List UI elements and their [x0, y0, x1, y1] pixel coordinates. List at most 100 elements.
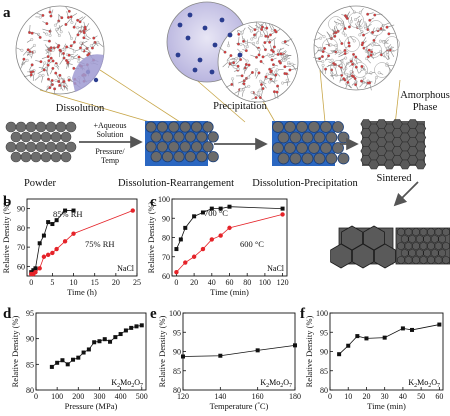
y-axis-label: Relative Density (%)	[1, 201, 11, 273]
coated-particle	[184, 151, 196, 163]
atom	[269, 33, 272, 37]
atom	[245, 59, 249, 63]
atom	[48, 29, 52, 33]
atom	[242, 82, 246, 86]
atom	[244, 41, 248, 45]
series-name-label: 600 °C	[240, 239, 264, 249]
x-tick-label: 120	[277, 278, 289, 287]
material-annotation: K2Mo2O7	[408, 378, 440, 389]
atom	[28, 31, 31, 34]
data-point	[102, 337, 107, 342]
atom	[57, 80, 61, 83]
x-tick-label: 200	[72, 392, 84, 401]
coated-particle	[332, 121, 344, 133]
data-point	[355, 334, 360, 339]
chart-c: 0 20 40 60 80 100 120 60 70 80 90 100 Time (min) Rela…	[146, 195, 289, 297]
small-grain	[427, 241, 435, 251]
series-line	[51, 324, 142, 368]
x-tick-label: 140	[214, 392, 226, 401]
small-grain	[438, 234, 446, 244]
powder-particle	[25, 121, 37, 133]
powder-particle	[5, 141, 17, 153]
bubble-label-dissolution: Dissolution	[56, 103, 105, 114]
atom	[72, 49, 76, 53]
material-annotation: NaCl	[267, 264, 285, 273]
ion-dot	[185, 35, 191, 41]
atom	[269, 69, 273, 73]
powder-box	[5, 121, 77, 163]
large-grain	[330, 243, 352, 269]
atom	[72, 66, 76, 70]
y-tick-label: 85	[320, 367, 328, 376]
atom	[363, 24, 367, 28]
x-tick-label: 50	[417, 392, 425, 401]
data-point	[139, 323, 144, 328]
data-point	[191, 254, 197, 259]
sintered-box	[360, 119, 427, 170]
x-tick-label: 10	[344, 392, 352, 401]
atom	[51, 48, 55, 52]
panel-letter-d: d	[3, 306, 12, 322]
coated-particle	[308, 142, 320, 154]
coated-particle	[150, 151, 162, 163]
atom	[343, 33, 347, 37]
atom	[287, 61, 291, 64]
atom	[373, 13, 377, 17]
coated-particle	[179, 121, 191, 133]
coated-particle	[202, 121, 214, 133]
data-point	[200, 210, 205, 215]
atom	[26, 48, 30, 52]
atom	[362, 76, 366, 80]
atom	[70, 56, 74, 60]
data-point	[71, 208, 76, 213]
small-grain	[427, 227, 435, 237]
material-annotation: K2Mo2O7	[111, 378, 143, 389]
plot-frame	[26, 198, 138, 277]
powder-particle	[55, 121, 67, 133]
x-tick-label: 40	[208, 278, 216, 287]
atom	[366, 55, 370, 59]
atom	[260, 27, 264, 31]
atom	[232, 61, 236, 65]
data-point	[134, 324, 139, 329]
atom	[333, 65, 337, 69]
y-tick-label: 90	[162, 214, 170, 223]
coated-particle	[284, 142, 296, 154]
atom	[265, 26, 269, 30]
data-point	[62, 239, 68, 244]
atom	[260, 25, 264, 29]
atom	[92, 36, 96, 40]
powder-particle	[55, 141, 67, 153]
data-point	[400, 326, 405, 331]
atom	[249, 29, 253, 33]
atom	[38, 15, 42, 19]
x-tick-label: 80	[243, 278, 251, 287]
y-tick-label: 70	[162, 253, 170, 262]
atom	[67, 9, 71, 13]
large-grain	[341, 225, 363, 251]
coated-particle	[301, 131, 314, 144]
atom	[334, 44, 338, 48]
atom	[77, 55, 81, 59]
atom	[58, 83, 62, 87]
atom	[372, 38, 376, 42]
atom	[341, 31, 345, 35]
atom	[347, 44, 351, 48]
coated-particle	[202, 141, 214, 153]
atom	[42, 68, 46, 72]
atom	[72, 25, 76, 29]
atom	[223, 50, 227, 54]
x-tick-label: 500	[136, 392, 148, 401]
atom	[247, 84, 251, 88]
data-point	[130, 208, 135, 213]
coated-particle	[145, 121, 157, 133]
small-grain	[434, 227, 443, 237]
ring	[344, 36, 360, 52]
data-point	[86, 347, 91, 352]
data-point	[97, 339, 102, 344]
atom	[55, 27, 59, 31]
atom	[244, 63, 248, 66]
ion-dot	[187, 12, 193, 18]
powder-particle	[15, 141, 27, 153]
atom	[258, 96, 262, 99]
